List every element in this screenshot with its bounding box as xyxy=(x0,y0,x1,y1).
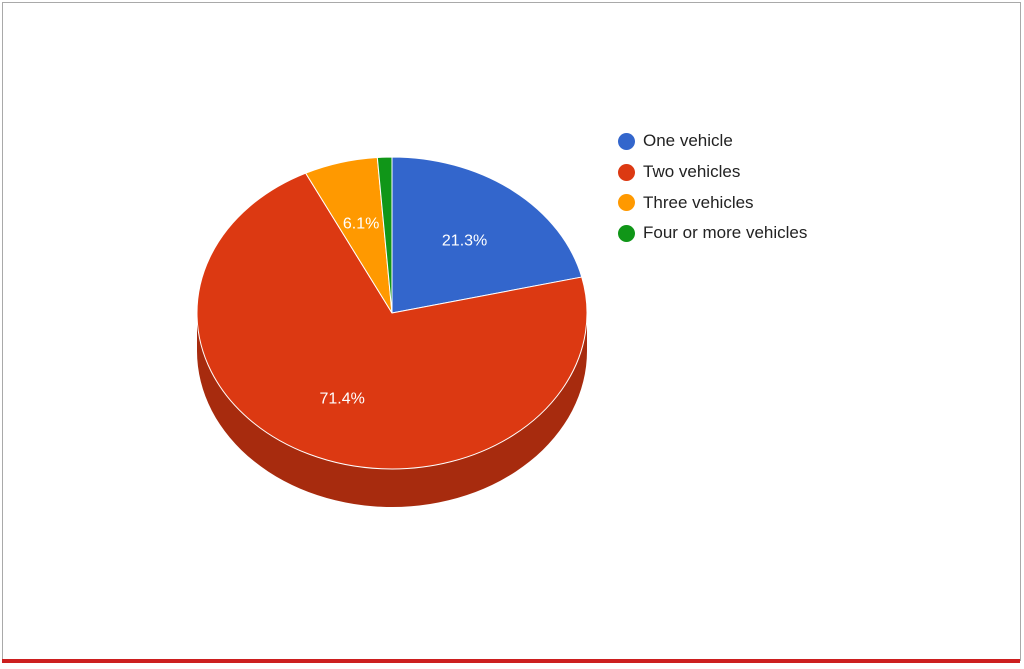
slice-label-one-vehicle: 21.3% xyxy=(442,233,487,250)
slice-label-two-vehicles: 71.4% xyxy=(319,391,364,408)
pie-side-two-vehicles xyxy=(197,313,587,507)
legend-item-one-vehicle[interactable]: One vehicle xyxy=(618,126,807,157)
legend-label-one-vehicle: One vehicle xyxy=(643,131,733,151)
bottom-accent-bar xyxy=(2,659,1020,663)
pie-side-walls xyxy=(197,313,587,507)
legend-label-two-vehicles: Two vehicles xyxy=(643,162,741,182)
slice-label-three-vehicles: 6.1% xyxy=(343,216,379,233)
pie-slice-four-or-more-vehicles[interactable] xyxy=(376,156,393,314)
legend-marker-two-vehicles xyxy=(618,163,635,181)
legend-marker-four-or-more-vehicles xyxy=(618,224,635,242)
pie-slice-two-vehicles[interactable] xyxy=(196,172,588,470)
legend-label-three-vehicles: Three vehicles xyxy=(643,192,754,212)
legend-marker-one-vehicle xyxy=(618,132,635,150)
legend-item-three-vehicles[interactable]: Three vehicles xyxy=(618,187,807,218)
pie-slice-one-vehicle[interactable] xyxy=(391,156,583,314)
chart-legend: One vehicle Two vehicles Three vehicles … xyxy=(618,126,807,249)
legend-item-two-vehicles[interactable]: Two vehicles xyxy=(618,157,807,188)
legend-item-four-or-more-vehicles[interactable]: Four or more vehicles xyxy=(618,218,807,249)
legend-marker-three-vehicles xyxy=(618,194,635,212)
legend-label-four-or-more-vehicles: Four or more vehicles xyxy=(643,223,808,243)
